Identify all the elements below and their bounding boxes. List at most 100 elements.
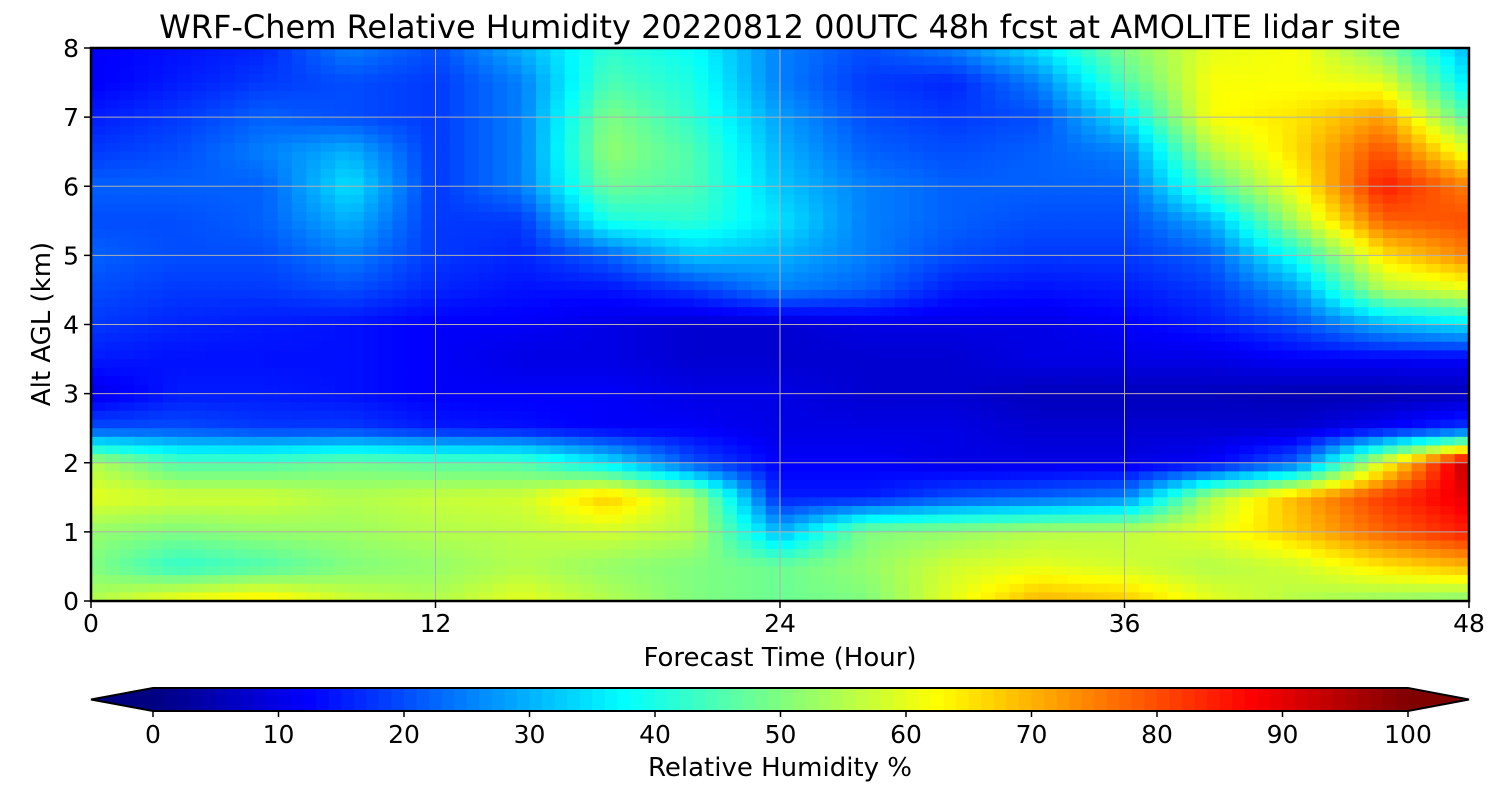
heatmap-cell xyxy=(406,367,422,377)
heatmap-cell xyxy=(966,151,982,161)
heatmap-cell xyxy=(1210,220,1226,231)
heatmap-cell xyxy=(392,229,408,239)
heatmap-cell xyxy=(435,488,451,498)
heatmap-cell xyxy=(1253,264,1269,274)
heatmap-cell xyxy=(980,220,996,231)
heatmap-cell xyxy=(148,212,164,222)
heatmap-cell xyxy=(435,480,451,490)
heatmap-cell xyxy=(1282,281,1298,291)
heatmap-cell xyxy=(1454,384,1470,395)
heatmap-cell xyxy=(937,220,953,231)
heatmap-cell xyxy=(866,480,882,490)
heatmap-cell xyxy=(808,194,824,205)
heatmap-cell xyxy=(607,419,623,429)
heatmap-cell xyxy=(220,125,236,136)
heatmap-cell xyxy=(1196,419,1212,429)
heatmap-cell xyxy=(1181,350,1197,360)
heatmap-cell xyxy=(335,350,350,360)
heatmap-cell xyxy=(535,238,551,248)
heatmap-cell xyxy=(593,359,609,369)
heatmap-cell xyxy=(1354,480,1370,490)
heatmap-cell xyxy=(980,168,996,179)
heatmap-cell xyxy=(1081,91,1097,101)
heatmap-cell xyxy=(177,350,193,360)
heatmap-cell xyxy=(564,65,580,75)
heatmap-cell xyxy=(349,488,365,498)
heatmap-cell xyxy=(1311,212,1327,222)
heatmap-cell xyxy=(478,272,494,282)
heatmap-cell xyxy=(1397,73,1413,84)
heatmap-cell xyxy=(177,384,193,395)
heatmap-cell xyxy=(1167,419,1183,429)
heatmap-cell xyxy=(966,108,982,118)
heatmap-cell xyxy=(794,471,810,481)
heatmap-cell xyxy=(421,359,437,369)
heatmap-cell xyxy=(722,350,738,360)
heatmap-cell xyxy=(1368,471,1384,481)
heatmap-cell xyxy=(1311,393,1327,403)
heatmap-cell xyxy=(1181,428,1197,438)
heatmap-cell xyxy=(636,333,652,343)
heatmap-cell xyxy=(665,151,681,161)
heatmap-cell xyxy=(794,272,810,282)
heatmap-cell xyxy=(349,238,365,248)
heatmap-cell xyxy=(550,194,566,205)
heatmap-cell xyxy=(1425,220,1441,231)
heatmap-cell xyxy=(406,82,422,92)
heatmap-cell xyxy=(722,298,738,308)
heatmap-cell xyxy=(1196,117,1212,127)
heatmap-cell xyxy=(880,393,896,403)
heatmap-cell xyxy=(478,281,494,291)
heatmap-cell xyxy=(177,428,193,438)
heatmap-cell xyxy=(708,480,724,490)
heatmap-cell xyxy=(1354,168,1370,179)
heatmap-cell xyxy=(119,350,135,360)
heatmap-cell xyxy=(923,324,939,334)
heatmap-cell xyxy=(1024,350,1039,360)
heatmap-cell xyxy=(1397,359,1413,369)
heatmap-cell xyxy=(1153,367,1169,377)
heatmap-cell xyxy=(191,91,207,101)
heatmap-cell xyxy=(449,324,465,334)
heatmap-cell xyxy=(1339,393,1355,403)
heatmap-cell xyxy=(349,419,365,429)
heatmap-cell xyxy=(1368,307,1384,317)
heatmap-cell xyxy=(1440,65,1456,75)
heatmap-cell xyxy=(1411,168,1427,179)
heatmap-cell xyxy=(679,65,695,75)
heatmap-cell xyxy=(1210,151,1226,161)
heatmap-cell xyxy=(349,462,365,472)
heatmap-cell xyxy=(248,341,264,352)
heatmap-cell xyxy=(1454,289,1470,300)
heatmap-cell xyxy=(335,384,350,395)
heatmap-cell xyxy=(105,194,121,205)
heatmap-cell xyxy=(1095,410,1111,421)
heatmap-cell xyxy=(1196,359,1212,369)
heatmap-cell xyxy=(162,324,178,334)
heatmap-cell xyxy=(579,117,594,127)
heatmap-cell xyxy=(320,220,336,231)
heatmap-cell xyxy=(952,333,968,343)
heatmap-cell xyxy=(507,462,523,472)
heatmap-cell xyxy=(1052,82,1068,92)
heatmap-cell xyxy=(1124,454,1140,464)
heatmap-cell xyxy=(1038,246,1054,256)
heatmap-cell xyxy=(564,272,580,282)
heatmap-cell xyxy=(622,359,638,369)
heatmap-cell xyxy=(1095,203,1111,213)
heatmap-cell xyxy=(995,246,1011,256)
heatmap-cell xyxy=(535,194,551,205)
heatmap-cell xyxy=(1411,160,1427,170)
heatmap-cell xyxy=(1081,65,1097,75)
heatmap-cell xyxy=(1124,264,1140,274)
heatmap-cell xyxy=(521,99,537,110)
heatmap-cell xyxy=(780,264,795,274)
heatmap-cell xyxy=(923,160,939,170)
heatmap-cell xyxy=(1038,82,1054,92)
heatmap-cell xyxy=(162,480,178,490)
heatmap-cell xyxy=(1124,359,1140,369)
heatmap-cell xyxy=(1138,56,1154,66)
heatmap-cell xyxy=(119,480,135,490)
heatmap-cell xyxy=(808,436,824,447)
heatmap-cell xyxy=(162,134,178,144)
